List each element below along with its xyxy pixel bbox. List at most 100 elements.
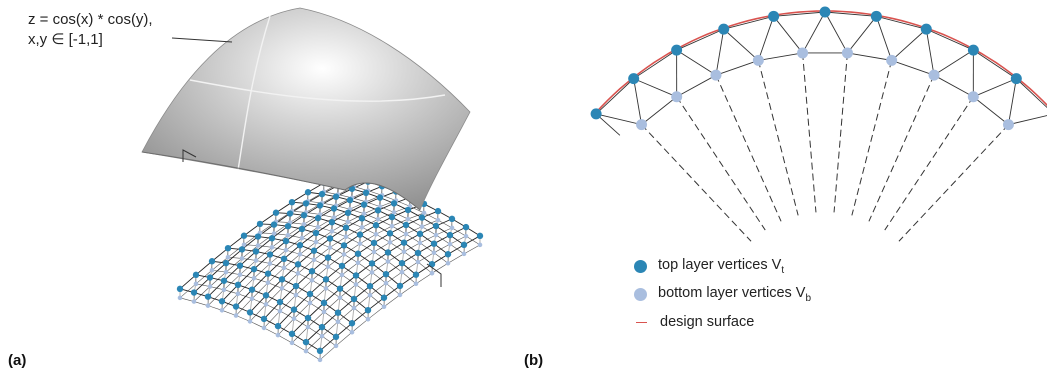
lattice-edge [265, 278, 283, 296]
lattice-bottom-node [413, 281, 419, 287]
section-edge [676, 49, 717, 76]
lattice-top-node [270, 221, 278, 228]
radial-guide-line [898, 124, 1009, 242]
lattice-edge [225, 258, 243, 273]
lattice-top-node [356, 231, 364, 238]
lattice-edge [323, 297, 341, 313]
lattice-bottom-node [247, 319, 253, 324]
radial-guide-line [868, 74, 935, 222]
section-edge [596, 113, 642, 126]
lattice-bottom-node [329, 228, 335, 234]
lattice-bottom-node [417, 240, 423, 246]
equation: z = cos(x) * cos(y), x,y ∈ [-1,1] [28, 10, 153, 50]
bottom-vertex-swatch [634, 287, 647, 301]
top-vertex [819, 6, 831, 18]
lattice-edge [277, 302, 281, 336]
lattice-edge [265, 304, 281, 312]
lattice-edge [435, 234, 451, 245]
lattice-edge [291, 326, 309, 344]
panel-label-a: (a) [8, 352, 27, 369]
lattice-edge [179, 297, 195, 302]
lattice-bottom-node [277, 308, 283, 314]
lattice-top-node [306, 290, 314, 298]
lattice-edge [271, 234, 289, 248]
equation-line-2: x,y ∈ [-1,1] [28, 31, 103, 48]
lattice-edge [243, 223, 261, 237]
lattice-edge [423, 212, 439, 221]
top-vertex [718, 23, 730, 35]
lattice-bottom-node [391, 210, 397, 215]
lattice-top-node [296, 242, 304, 249]
lattice-edge [281, 258, 285, 289]
lattice-edge [405, 233, 421, 244]
lattice-top-node [350, 295, 358, 303]
lattice-edge [351, 298, 355, 333]
lattice-edge [385, 252, 389, 284]
lattice-edge [285, 228, 303, 242]
lattice-bottom-node [401, 249, 407, 254]
lattice-edge [309, 302, 325, 313]
lattice-edge [309, 279, 327, 295]
lattice-edge [297, 273, 313, 281]
lattice-edge [419, 217, 423, 243]
radial-guide-line [851, 60, 893, 216]
lattice-top-node [402, 221, 410, 229]
lattice-bottom-node [369, 270, 375, 275]
top-vertex [671, 44, 683, 56]
lattice-edge [305, 317, 309, 352]
design-surface-swatch [636, 321, 647, 323]
lattice-top-node [286, 210, 294, 217]
lattice-bottom-node [301, 221, 307, 227]
lattice-edge [343, 227, 347, 255]
lattice-top-node [206, 274, 214, 281]
lattice-edge [241, 258, 257, 261]
lattice-bottom-node [281, 265, 287, 271]
lattice-edge [307, 311, 325, 328]
lattice-bottom-node [207, 284, 213, 289]
lattice-edge [391, 218, 409, 227]
lattice-edge [385, 282, 401, 296]
lattice-top-node [412, 271, 420, 278]
lattice-top-node [328, 219, 336, 226]
lattice-top-node [476, 232, 484, 240]
lattice-edge [321, 302, 325, 337]
lattice-top-node [354, 250, 362, 257]
lattice-top-node [276, 298, 284, 306]
lattice-edge [357, 234, 361, 263]
lattice-top-node [428, 260, 436, 268]
lattice-top-node [240, 232, 248, 239]
lattice-edge [255, 260, 271, 264]
lattice-top-node [290, 306, 298, 313]
lattice-bottom-node [283, 247, 289, 253]
section-edge [757, 16, 775, 61]
legend-surface-label: design surface [660, 314, 755, 330]
lattice-top-node [460, 241, 468, 249]
lattice-bottom-node [365, 316, 371, 322]
lattice-edge [361, 227, 377, 235]
lattice-edge [321, 312, 339, 328]
lattice-bottom-node [315, 224, 321, 230]
lattice-bottom-node [321, 309, 327, 315]
section-edge [758, 52, 803, 61]
lattice-bottom-node [253, 258, 259, 263]
lattice-edge [357, 242, 375, 255]
lattice-edge [319, 345, 337, 361]
lattice-edge [223, 263, 227, 290]
lattice-bottom-node [419, 224, 425, 229]
lattice-bottom-node [297, 251, 303, 257]
lattice-top-node [322, 276, 330, 283]
panel-label-b: (b) [524, 352, 544, 369]
lattice-bottom-node [387, 240, 393, 245]
lattice-edge [281, 273, 299, 289]
lattice-edge [313, 247, 331, 260]
lattice-edge [263, 301, 281, 320]
lattice-edge [291, 342, 307, 352]
radial-guide-line [802, 52, 817, 213]
bottom-vertex [671, 91, 683, 103]
legend-bottom-subscript: b [805, 292, 812, 304]
lattice-edge [415, 272, 433, 284]
lattice-edge [387, 251, 405, 262]
lattice-bottom-node [233, 313, 239, 318]
lattice-bottom-node [221, 287, 227, 293]
lattice-edge [315, 241, 331, 248]
